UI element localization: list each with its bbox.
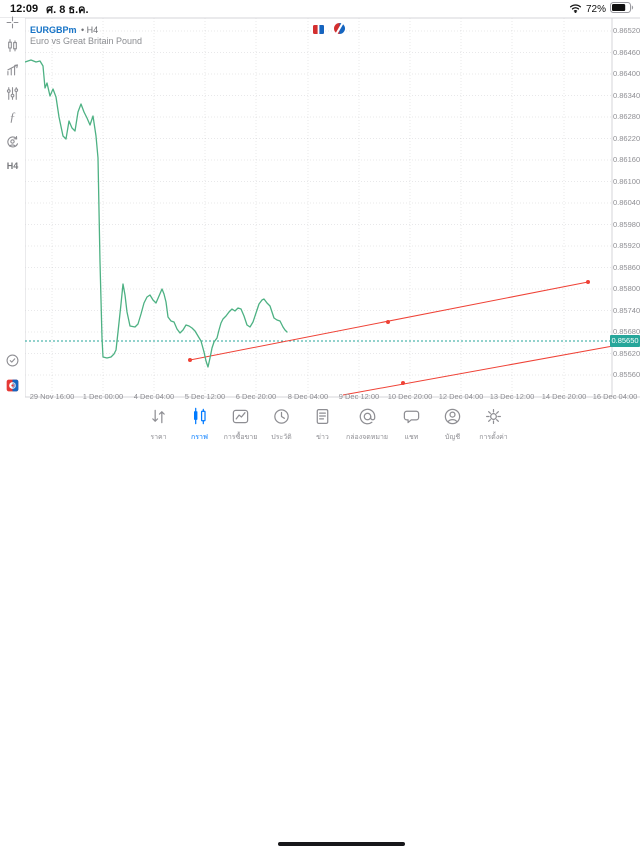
tab-chart-candles[interactable]: กราฟ bbox=[179, 407, 220, 443]
time-axis-label: 5 Dec 12:00 bbox=[184, 392, 226, 401]
price-axis-label: 0.86040 bbox=[613, 198, 640, 207]
chat-bubble-icon bbox=[402, 407, 421, 431]
clock-date: ศ. 8 ธ.ค. bbox=[46, 4, 89, 16]
price-axis-label: 0.85920 bbox=[613, 241, 640, 250]
symbol-label: EURGBPm bbox=[30, 25, 77, 35]
accounts-person-icon bbox=[443, 407, 462, 431]
indicator-bars-icon[interactable] bbox=[0, 59, 25, 79]
function-icon[interactable]: ƒ bbox=[9, 109, 16, 124]
price-axis-label: 0.85800 bbox=[613, 284, 640, 293]
tab-label: ข่าว bbox=[316, 434, 329, 441]
tab-label: กราฟ bbox=[191, 434, 208, 441]
tab-mailbox-at[interactable]: กล่องจดหมาย bbox=[343, 407, 391, 443]
tab-chat-bubble[interactable]: แชท bbox=[391, 407, 432, 443]
timeframe-label: • H4 bbox=[80, 25, 99, 35]
event-flag-rect-icon[interactable] bbox=[313, 21, 324, 39]
status-bar: 12:09 ศ. 8 ธ.ค. 72% bbox=[0, 0, 640, 18]
crosshair-icon[interactable] bbox=[0, 12, 25, 32]
price-axis-label: 0.86220 bbox=[613, 133, 640, 143]
price-axis-label: 0.86280 bbox=[613, 112, 640, 121]
price-arrows-icon bbox=[149, 407, 168, 431]
price-axis-label: 0.85680 bbox=[613, 327, 640, 336]
tab-label: แชท bbox=[404, 434, 419, 441]
objects-sliders-icon[interactable] bbox=[0, 83, 25, 103]
price-axis-label: 0.85740 bbox=[613, 305, 640, 315]
time-axis-label: 8 Dec 04:00 bbox=[287, 392, 329, 401]
market-depth-icon[interactable] bbox=[0, 132, 25, 152]
home-indicator[interactable] bbox=[278, 842, 405, 846]
clock-time: 12:09 bbox=[10, 3, 39, 15]
time-axis-label: 16 Dec 04:00 bbox=[592, 392, 638, 401]
price-axis-label: 0.86460 bbox=[613, 47, 640, 57]
timeframe-button[interactable]: H4 bbox=[6, 161, 19, 171]
broker-logo-icon[interactable] bbox=[0, 375, 25, 395]
mailbox-at-icon bbox=[358, 407, 377, 431]
price-line-series bbox=[24, 59, 288, 368]
tab-trade-chart[interactable]: การซื้อขาย bbox=[220, 407, 261, 443]
calendar-event-flags[interactable] bbox=[313, 21, 345, 39]
tab-label: การซื้อขาย bbox=[223, 434, 258, 441]
time-axis-label: 13 Dec 12:00 bbox=[489, 392, 535, 401]
time-axis-label: 4 Dec 04:00 bbox=[133, 392, 175, 401]
time-axis-label: 29 Nov 16:00 bbox=[29, 392, 75, 401]
chart-header: EURGBPm • H4 Euro vs Great Britain Pound bbox=[30, 23, 142, 47]
current-price-tag: 0.85650 bbox=[610, 335, 640, 347]
time-axis-label: 12 Dec 04:00 bbox=[438, 392, 484, 401]
tab-price-arrows[interactable]: ราคา bbox=[138, 407, 179, 443]
tab-news-doc[interactable]: ข่าว bbox=[302, 407, 343, 443]
price-axis-label: 0.86520 bbox=[613, 26, 640, 35]
price-axis-label: 0.86340 bbox=[613, 90, 640, 100]
time-axis-label: 9 Dec 12:00 bbox=[338, 392, 380, 401]
time-axis-label: 14 Dec 20:00 bbox=[541, 392, 587, 401]
price-axis-label: 0.85620 bbox=[613, 348, 640, 358]
price-axis-label: 0.86400 bbox=[613, 69, 640, 78]
time-axis-label: 1 Dec 00:00 bbox=[82, 392, 124, 401]
tab-settings-gear[interactable]: การตั้งค่า bbox=[473, 407, 514, 443]
wifi-icon bbox=[569, 0, 582, 18]
battery-icon bbox=[610, 0, 634, 18]
price-axis-label: 0.85860 bbox=[613, 262, 640, 272]
time-axis-label: 6 Dec 20:00 bbox=[235, 392, 277, 401]
tab-label: กล่องจดหมาย bbox=[345, 434, 389, 441]
price-axis-label: 0.86160 bbox=[613, 155, 640, 164]
settings-gear-icon bbox=[484, 407, 503, 431]
price-axis-label: 0.85560 bbox=[613, 370, 640, 379]
bottom-nav: ราคา กราฟ การซื้อขาย ประวัติ ข่าว กล่องจดหมาย… bbox=[0, 405, 640, 846]
tab-history-clock[interactable]: ประวัติ bbox=[261, 407, 302, 443]
chart-canvas[interactable] bbox=[0, 0, 640, 447]
tab-label: บัญชี bbox=[444, 434, 461, 441]
tab-label: ราคา bbox=[150, 434, 167, 441]
clock-check-icon[interactable] bbox=[0, 350, 25, 370]
price-axis-label: 0.85980 bbox=[613, 219, 640, 229]
history-clock-icon bbox=[272, 407, 291, 431]
chart-type-candles-icon[interactable] bbox=[0, 35, 25, 55]
tab-accounts-person[interactable]: บัญชี bbox=[432, 407, 473, 443]
battery-percent-label: 72% bbox=[585, 3, 606, 15]
tab-label: ประวัติ bbox=[271, 434, 292, 441]
lower-channel-line[interactable] bbox=[342, 345, 614, 396]
event-flag-round-icon[interactable] bbox=[334, 21, 345, 39]
price-axis-label: 0.86100 bbox=[613, 176, 640, 186]
symbol-description: Euro vs Great Britain Pound bbox=[30, 36, 143, 46]
chart-toolbar: ƒ H4 bbox=[0, 16, 25, 397]
chart-candles-icon bbox=[190, 407, 209, 431]
time-axis-label: 10 Dec 20:00 bbox=[387, 392, 433, 401]
trade-chart-icon bbox=[231, 407, 250, 431]
news-doc-icon bbox=[313, 407, 332, 431]
chart-area[interactable]: 0.86520 0.86460 0.86400 0.86340 0.86280 0.862… bbox=[0, 0, 640, 447]
tab-label: การตั้งค่า bbox=[479, 434, 508, 441]
